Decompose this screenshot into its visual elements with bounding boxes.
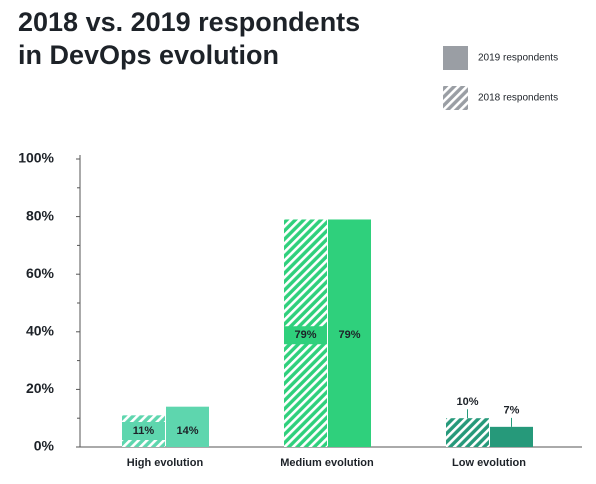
legend-label: 2018 respondents [478, 93, 558, 104]
bar [446, 418, 489, 447]
y-tick-label: 100% [18, 150, 54, 166]
legend-swatch [443, 46, 468, 70]
y-tick-label: 80% [26, 207, 55, 223]
legend-swatch [443, 86, 468, 110]
y-tick-label: 60% [26, 265, 55, 281]
x-tick-label: High evolution [127, 457, 204, 469]
chart-title: 2018 vs. 2019 respondents in DevOps evol… [18, 7, 361, 70]
value-label: 7% [504, 405, 520, 417]
y-tick-label: 40% [26, 323, 55, 339]
legend-label: 2019 respondents [478, 53, 558, 64]
x-tick-label: Medium evolution [280, 457, 374, 469]
bar [328, 219, 371, 447]
value-label: 79% [294, 329, 316, 341]
y-tick-label: 20% [26, 380, 55, 396]
value-label: 79% [338, 329, 360, 341]
x-tick-label: Low evolution [452, 457, 526, 469]
bar [490, 426, 533, 447]
label-band [122, 422, 165, 440]
value-label: 10% [456, 396, 478, 408]
value-label: 14% [176, 425, 198, 437]
label-band [284, 326, 327, 345]
value-label: 11% [133, 425, 155, 437]
bar [166, 406, 209, 447]
y-tick-label: 0% [34, 438, 55, 454]
